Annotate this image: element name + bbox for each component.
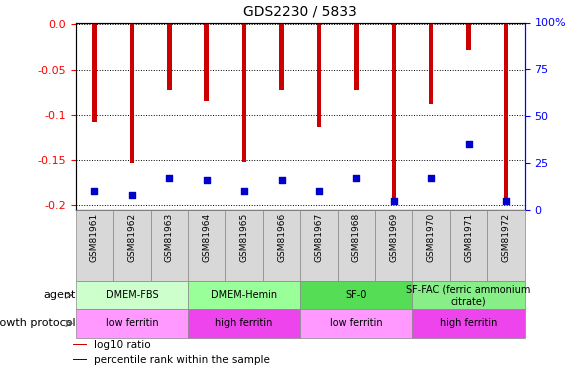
Bar bbox=[76, 309, 188, 338]
Bar bbox=[76, 210, 113, 281]
Bar bbox=[300, 210, 338, 281]
Title: GDS2230 / 5833: GDS2230 / 5833 bbox=[243, 4, 357, 18]
Bar bbox=[73, 359, 87, 360]
Bar bbox=[279, 24, 284, 90]
Bar bbox=[113, 210, 150, 281]
Bar bbox=[375, 210, 412, 281]
Text: GSM81969: GSM81969 bbox=[389, 213, 398, 262]
Text: agent: agent bbox=[43, 290, 76, 300]
Bar bbox=[412, 309, 525, 338]
Bar bbox=[300, 281, 412, 309]
Point bbox=[314, 188, 324, 194]
Bar bbox=[76, 281, 188, 309]
Bar bbox=[412, 281, 525, 309]
Bar bbox=[466, 24, 471, 50]
Bar bbox=[338, 210, 375, 281]
Bar bbox=[92, 24, 97, 122]
Text: GSM81972: GSM81972 bbox=[501, 213, 511, 262]
Text: GSM81961: GSM81961 bbox=[90, 213, 99, 262]
Point bbox=[427, 175, 436, 181]
Text: low ferritin: low ferritin bbox=[106, 318, 158, 328]
Text: GSM81964: GSM81964 bbox=[202, 213, 211, 262]
Point bbox=[501, 198, 511, 204]
Text: high ferritin: high ferritin bbox=[216, 318, 273, 328]
Text: DMEM-FBS: DMEM-FBS bbox=[106, 290, 158, 300]
Text: GSM81970: GSM81970 bbox=[427, 213, 436, 262]
Point bbox=[352, 175, 361, 181]
Bar bbox=[188, 281, 300, 309]
Bar bbox=[429, 24, 433, 104]
Bar bbox=[300, 309, 412, 338]
Point bbox=[164, 175, 174, 181]
Bar bbox=[504, 24, 508, 202]
Bar bbox=[450, 210, 487, 281]
Bar bbox=[317, 24, 321, 127]
Text: percentile rank within the sample: percentile rank within the sample bbox=[94, 355, 270, 365]
Bar bbox=[354, 24, 359, 90]
Point bbox=[389, 198, 398, 204]
Text: log10 ratio: log10 ratio bbox=[94, 340, 150, 350]
Bar bbox=[150, 210, 188, 281]
Point bbox=[202, 177, 212, 183]
Bar bbox=[129, 24, 134, 163]
Text: SF-FAC (ferric ammonium
citrate): SF-FAC (ferric ammonium citrate) bbox=[406, 285, 531, 306]
Text: GSM81963: GSM81963 bbox=[165, 213, 174, 262]
Bar bbox=[487, 210, 525, 281]
Text: GSM81971: GSM81971 bbox=[464, 213, 473, 262]
Text: GSM81967: GSM81967 bbox=[314, 213, 324, 262]
Point bbox=[127, 192, 136, 198]
Bar bbox=[188, 210, 226, 281]
Bar bbox=[188, 309, 300, 338]
Bar bbox=[412, 210, 450, 281]
Text: GSM81966: GSM81966 bbox=[277, 213, 286, 262]
Bar bbox=[392, 24, 396, 206]
Bar bbox=[242, 24, 247, 162]
Text: low ferritin: low ferritin bbox=[330, 318, 382, 328]
Point bbox=[277, 177, 286, 183]
Text: DMEM-Hemin: DMEM-Hemin bbox=[211, 290, 277, 300]
Bar bbox=[263, 210, 300, 281]
Point bbox=[240, 188, 249, 194]
Text: growth protocol: growth protocol bbox=[0, 318, 76, 328]
Point bbox=[464, 141, 473, 147]
Text: GSM81968: GSM81968 bbox=[352, 213, 361, 262]
Text: SF-0: SF-0 bbox=[346, 290, 367, 300]
Text: GSM81962: GSM81962 bbox=[128, 213, 136, 262]
Bar bbox=[226, 210, 263, 281]
Point bbox=[90, 188, 99, 194]
Bar bbox=[205, 24, 209, 101]
Bar bbox=[73, 344, 87, 345]
Text: GSM81965: GSM81965 bbox=[240, 213, 248, 262]
Bar bbox=[167, 24, 171, 90]
Text: high ferritin: high ferritin bbox=[440, 318, 497, 328]
